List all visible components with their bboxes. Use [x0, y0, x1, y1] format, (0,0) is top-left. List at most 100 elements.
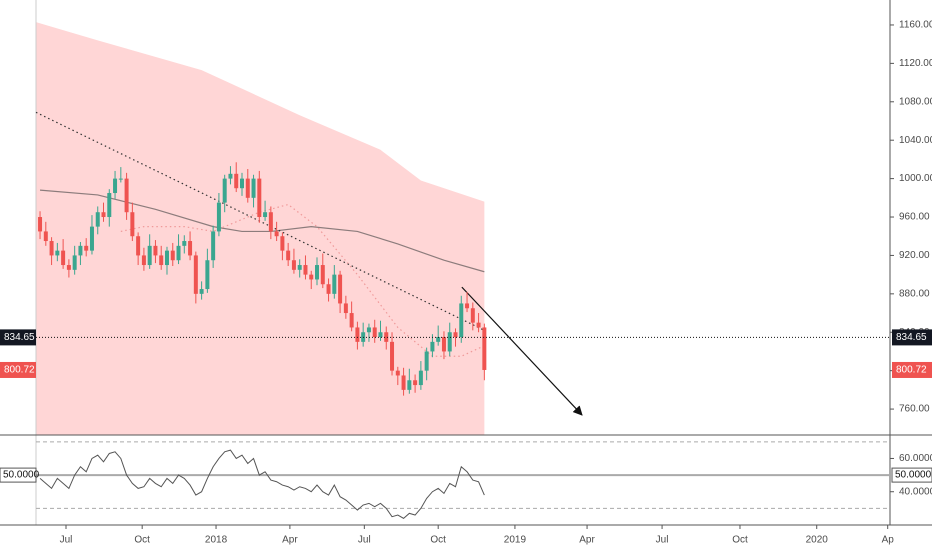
candle-body	[228, 173, 233, 179]
candle-body	[199, 289, 204, 294]
candle-body	[372, 327, 377, 338]
candle-body	[355, 327, 360, 342]
rsi-mid-label: 50.0000	[895, 470, 932, 481]
y-tick-label: 760.00	[899, 404, 930, 415]
candle-body	[153, 245, 158, 256]
candle-body	[159, 255, 164, 266]
candle-body	[141, 255, 146, 266]
candle-body	[378, 332, 383, 338]
rsi-mid-label: 50.0000	[3, 470, 40, 481]
price-box	[0, 329, 36, 346]
candle-body	[205, 260, 210, 290]
candle-body	[188, 241, 193, 256]
candle-body	[239, 178, 244, 189]
candle-body	[465, 303, 470, 309]
candle-body	[251, 178, 256, 198]
candle-body	[55, 250, 60, 256]
candle-body	[320, 265, 325, 285]
x-tick-label: Oct	[732, 535, 748, 546]
indicator-line	[35, 111, 485, 331]
candle-body	[124, 178, 129, 213]
candle-body	[401, 375, 406, 390]
candle-body	[170, 250, 175, 261]
candle-body	[447, 332, 452, 352]
band-area	[36, 22, 485, 436]
candle-body	[326, 284, 331, 294]
candle-body	[263, 212, 268, 218]
rsi-box	[891, 467, 932, 483]
candle-body	[418, 370, 423, 386]
candle-body	[84, 245, 89, 251]
x-tick-label: 2020	[806, 535, 829, 546]
x-tick-label: Ap	[882, 535, 895, 546]
candle-body	[130, 212, 135, 237]
candle-body	[222, 178, 227, 203]
price-label: 800.72	[896, 365, 927, 376]
candle-body	[182, 241, 187, 246]
candle-body	[338, 274, 343, 304]
candle-body	[315, 265, 320, 280]
x-tick-label: 2018	[205, 535, 228, 546]
x-tick-label: Jul	[656, 535, 669, 546]
y-tick-label: 1080.00	[899, 96, 932, 107]
candle-body	[78, 245, 83, 256]
candle-body	[430, 341, 435, 352]
candle-body	[113, 178, 118, 194]
price-label: 834.65	[4, 332, 35, 343]
rsi-tick-label: 40.0000	[899, 486, 932, 497]
candle-body	[38, 217, 43, 232]
candle-body	[482, 327, 487, 370]
candle-body	[136, 236, 141, 256]
candle-body	[61, 250, 66, 266]
candle-body	[211, 231, 216, 261]
candle-body	[390, 341, 395, 371]
y-tick-label: 1160.00	[899, 20, 932, 31]
x-tick-label: Apr	[579, 535, 595, 546]
price-box	[892, 361, 932, 378]
candle-body	[366, 327, 371, 333]
x-tick-label: Apr	[282, 535, 298, 546]
candle-body	[234, 173, 239, 189]
candle-body	[176, 245, 181, 261]
candle-body	[297, 265, 302, 270]
candle-body	[216, 202, 221, 232]
price-box	[892, 329, 932, 346]
y-tick-label: 960.00	[899, 212, 930, 223]
candle-body	[72, 255, 77, 270]
candle-body	[257, 178, 262, 218]
candle-body	[407, 380, 412, 390]
candle-body	[147, 245, 152, 266]
candle-body	[349, 313, 354, 328]
rsi-box	[0, 467, 37, 483]
candle-body	[193, 255, 198, 294]
price-box	[0, 361, 36, 378]
candle-body	[118, 178, 123, 180]
candle-body	[413, 380, 418, 386]
candle-body	[95, 212, 100, 227]
candle-body	[274, 231, 279, 237]
candle-body	[43, 231, 48, 242]
candle-body	[309, 274, 314, 280]
candle-body	[245, 178, 250, 198]
candle-body	[343, 303, 348, 314]
candle-body	[384, 332, 389, 342]
rsi-tick-label: 60.0000	[899, 453, 932, 464]
y-tick-label: 1040.00	[899, 135, 932, 146]
candle-body	[89, 226, 94, 251]
y-tick-label: 1000.00	[899, 173, 932, 184]
candle-body	[332, 274, 337, 294]
x-tick-label: Jul	[60, 535, 73, 546]
candle-body	[395, 370, 400, 376]
candle-body	[291, 260, 296, 270]
candle-body	[107, 193, 112, 218]
candle-body	[268, 212, 273, 232]
candle-body	[66, 265, 71, 270]
y-tick-label: 920.00	[899, 250, 930, 261]
candle-body	[436, 337, 441, 342]
rsi-line	[39, 449, 485, 519]
x-tick-label: Jul	[358, 535, 371, 546]
candle-body	[470, 308, 475, 323]
candle-body	[476, 322, 481, 328]
candle-body	[453, 332, 458, 338]
